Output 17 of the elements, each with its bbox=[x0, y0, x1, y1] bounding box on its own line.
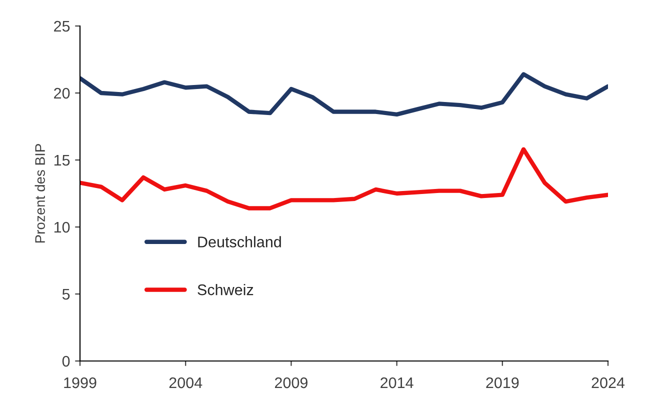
legend-label: Schweiz bbox=[198, 284, 254, 296]
y-axis-title: Prozent des BIP bbox=[34, 144, 45, 243]
y-tick-label: 25 bbox=[54, 20, 70, 32]
y-tick-label: 0 bbox=[62, 356, 70, 367]
x-tick-label: 2014 bbox=[380, 377, 414, 388]
x-tick-label: 2024 bbox=[592, 377, 625, 388]
line-series bbox=[80, 72, 608, 117]
y-tick-label: 15 bbox=[54, 155, 70, 166]
y-tick-label: 10 bbox=[54, 222, 70, 233]
x-tick-label: 1999 bbox=[64, 377, 96, 388]
legend-label: Deutschland bbox=[198, 236, 281, 248]
x-tick-label: 2019 bbox=[486, 377, 519, 388]
x-tick-label: 2009 bbox=[274, 377, 308, 388]
line-series bbox=[80, 147, 608, 210]
y-tick-label: 20 bbox=[54, 88, 70, 99]
y-tick-label: 5 bbox=[62, 289, 70, 300]
x-tick-label: 2004 bbox=[169, 377, 202, 388]
